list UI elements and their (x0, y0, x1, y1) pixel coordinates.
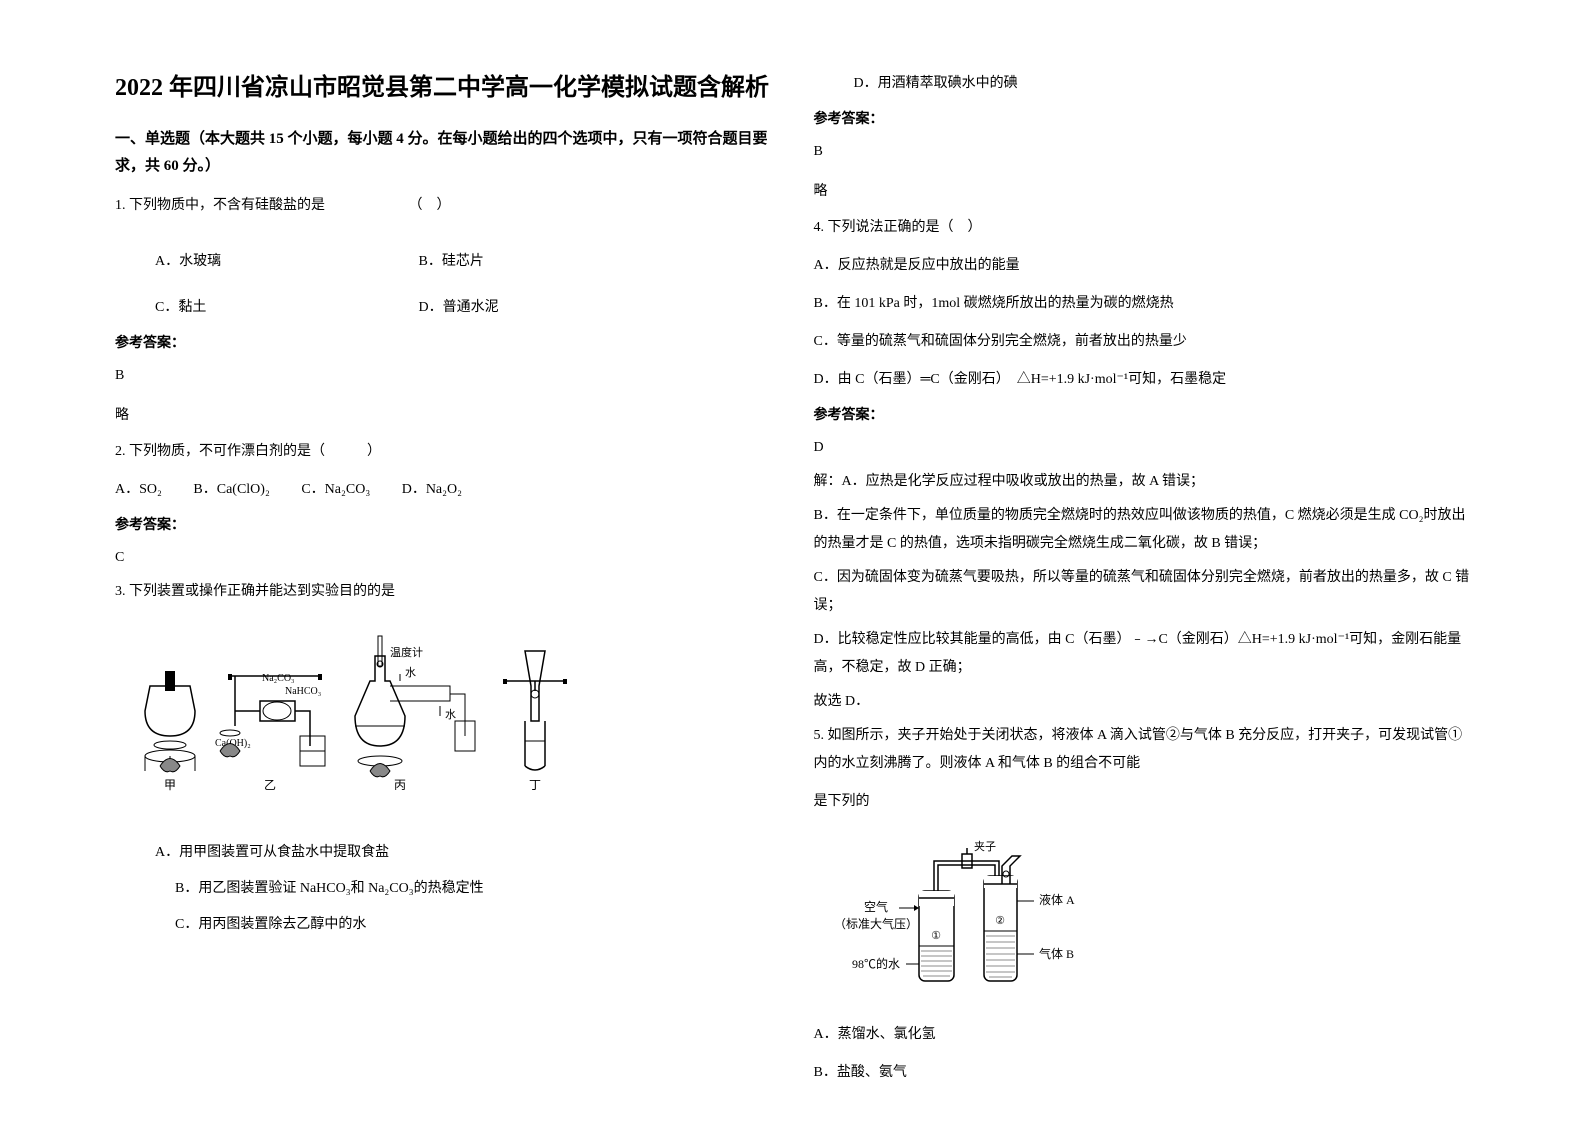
q4-stem: 4. 下列说法正确的是（ ） (814, 214, 1473, 242)
question-3: 3. 下列装置或操作正确并能达到实验目的的是 甲 (115, 578, 774, 939)
q3-option-d: D．用酒精萃取碘水中的碘 (814, 70, 1473, 98)
page-title: 2022 年四川省凉山市昭觉县第二中学高一化学模拟试题含解析 (115, 70, 774, 106)
q3-option-c: C．用丙图装置除去乙醇中的水 (115, 911, 774, 939)
question-4: 4. 下列说法正确的是（ ） A．反应热就是反应中放出的能量 B．在 101 k… (814, 214, 1473, 716)
left-column: 2022 年四川省凉山市昭觉县第二中学高一化学模拟试题含解析 一、单选题（本大题… (95, 70, 794, 1082)
q1-stem: 1. 下列物质中，不含有硅酸盐的是 (115, 198, 325, 213)
q3-diagram: 甲 Na₂CO₃ NaHCO₃ Ca(OH)₂ (115, 626, 774, 801)
right-column: D．用酒精萃取碘水中的碘 参考答案： B 略 4. 下列说法正确的是（ ） A．… (794, 70, 1493, 1082)
diagram-jia: 甲 (145, 671, 195, 792)
q4-option-c: C．等量的硫蒸气和硫固体分别完全燃烧，前者放出的热量少 (814, 328, 1473, 356)
q4-exp3: C．因为硫固体变为硫蒸气要吸热，所以等量的硫蒸气和硫固体分别完全燃烧，前者放出的… (814, 564, 1473, 620)
q5-option-a: A．蒸馏水、氯化氢 (814, 1021, 1473, 1049)
label-gasB: 气体 B (1039, 946, 1074, 961)
q2-option-b: B．Ca(ClO)₂ (193, 482, 269, 497)
label-jia: 甲 (164, 778, 176, 792)
q2-stem: 2. 下列物质，不可作漂白剂的是（ ） (115, 438, 774, 466)
label-na2co3: Na₂CO₃ (262, 673, 295, 684)
q5-diagram: 夹子 ① 空气 （标准 (814, 836, 1473, 1001)
q2-answer-label: 参考答案： (115, 514, 774, 534)
q4-exp4: D．比较稳定性应比较其能量的高低，由 C（石墨）﹣→C（金刚石）△H=+1.9 … (814, 626, 1473, 682)
q3-answer-label: 参考答案： (814, 108, 1473, 128)
diagram-ding: 丁 (503, 651, 567, 792)
q1-omit: 略 (115, 404, 774, 424)
q3-option-b: B．用乙图装置验证 NaHCO₃和 Na₂CO₃的热稳定性 (115, 875, 774, 903)
q4-option-a: A．反应热就是反应中放出的能量 (814, 252, 1473, 280)
q4-option-b: B．在 101 kPa 时，1mol 碳燃烧所放出的热量为碳的燃烧热 (814, 290, 1473, 318)
q4-answer-label: 参考答案： (814, 404, 1473, 424)
label-circle1: ① (931, 930, 941, 942)
section-header: 一、单选题（本大题共 15 个小题，每小题 4 分。在每小题给出的四个选项中，只… (115, 126, 774, 180)
q1-option-b: B．硅芯片 (419, 254, 484, 269)
q4-exp2: B．在一定条件下，单位质量的物质完全燃烧时的热效应叫做该物质的热值，C 燃烧必须… (814, 502, 1473, 558)
q1-option-d: D．普通水泥 (419, 300, 499, 315)
q3-option-a: A．用甲图装置可从食盐水中提取食盐 (115, 839, 774, 867)
label-thermo: 温度计 (390, 645, 423, 659)
label-water98: 98℃的水 (852, 956, 900, 971)
q1-paren: （ ） (409, 198, 451, 213)
q2-option-c: C．Na₂CO₃ (301, 482, 370, 497)
label-water1: 水 (405, 666, 416, 679)
q5-stem2: 是下列的 (814, 788, 1473, 816)
q2-option-a: A．SO₂ (115, 482, 162, 497)
question-1: 1. 下列物质中，不含有硅酸盐的是 （ ） A．水玻璃 B．硅芯片 C．黏土 D… (115, 192, 774, 424)
q4-exp1: 解：A．应热是化学反应过程中吸收或放出的热量，故 A 错误； (814, 468, 1473, 496)
q5-stem1: 5. 如图所示，夹子开始处于关闭状态，将液体 A 滴入试管②与气体 B 充分反应… (814, 722, 1473, 778)
diagram-yi: Na₂CO₃ NaHCO₃ Ca(OH)₂ 乙 (215, 673, 325, 792)
q4-option-d: D．由 C（石墨）═C（金刚石） △H=+1.9 kJ·mol⁻¹可知，石墨稳定 (814, 366, 1473, 394)
label-circle2: ② (995, 915, 1005, 927)
label-ding: 丁 (529, 778, 541, 792)
label-bing: 丙 (394, 778, 406, 792)
diagram-bing: 温度计 水 水 丙 (355, 636, 475, 792)
question-5: 5. 如图所示，夹子开始处于关闭状态，将液体 A 滴入试管②与气体 B 充分反应… (814, 722, 1473, 1087)
label-clip: 夹子 (974, 840, 996, 853)
q3-omit: 略 (814, 180, 1473, 200)
q2-answer: C (115, 544, 774, 572)
q1-answer-label: 参考答案： (115, 332, 774, 352)
label-air: 空气 (864, 899, 888, 914)
q1-answer: B (115, 362, 774, 390)
q1-option-a: A．水玻璃 (155, 248, 355, 276)
q4-exp5: 故选 D． (814, 688, 1473, 716)
label-liquidA: 液体 A (1039, 892, 1075, 907)
label-water2: 水 (445, 708, 456, 721)
q3-stem: 3. 下列装置或操作正确并能达到实验目的的是 (115, 578, 774, 606)
label-pressure: （标准大气压） (834, 916, 918, 931)
question-2: 2. 下列物质，不可作漂白剂的是（ ） A．SO₂ B．Ca(ClO)₂ C．N… (115, 438, 774, 572)
q2-option-d: D．Na₂O₂ (402, 482, 462, 497)
q4-answer: D (814, 434, 1473, 462)
q5-option-b: B．盐酸、氨气 (814, 1059, 1473, 1087)
q3-answer: B (814, 138, 1473, 166)
label-nahco3: NaHCO₃ (285, 686, 321, 697)
label-yi: 乙 (264, 778, 276, 792)
q1-option-c: C．黏土 (155, 294, 355, 322)
